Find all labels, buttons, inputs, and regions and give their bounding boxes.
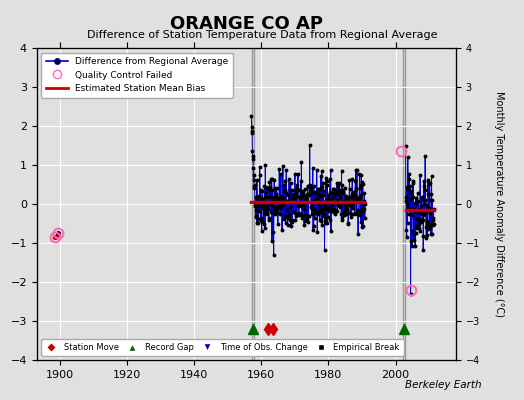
Legend: Station Move, Record Gap, Time of Obs. Change, Empirical Break: Station Move, Record Gap, Time of Obs. C… [41,338,404,356]
Text: Berkeley Earth: Berkeley Earth [406,380,482,390]
Text: Difference of Station Temperature Data from Regional Average: Difference of Station Temperature Data f… [87,30,437,40]
Title: ORANGE CO AP: ORANGE CO AP [170,14,323,32]
Y-axis label: Monthly Temperature Anomaly Difference (°C): Monthly Temperature Anomaly Difference (… [494,91,504,317]
